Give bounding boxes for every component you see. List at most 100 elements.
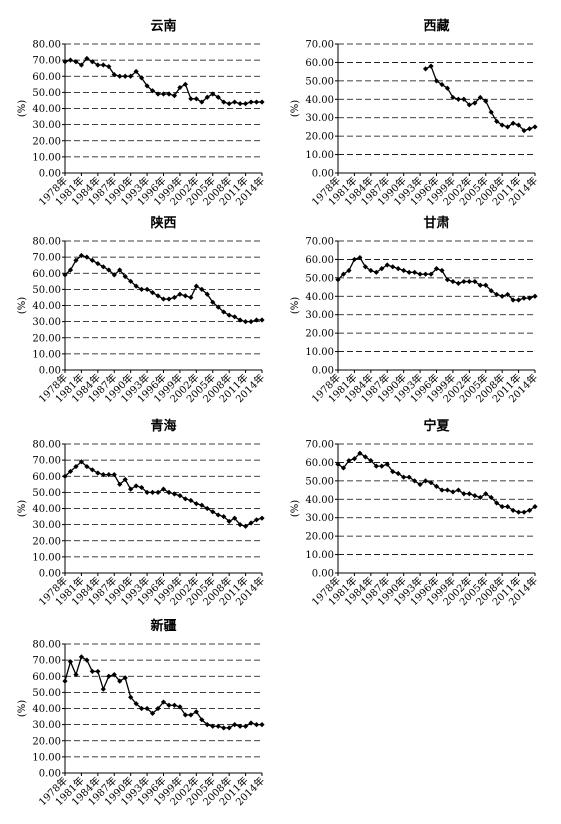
data-point: [466, 491, 472, 497]
data-point: [439, 487, 445, 493]
data-point: [505, 504, 511, 510]
data-point: [149, 489, 156, 495]
data-point: [515, 297, 522, 303]
chart-title: 青海: [150, 418, 176, 434]
data-point: [62, 678, 68, 684]
data-point: [144, 286, 150, 292]
y-tick-label: 40.00: [305, 292, 334, 303]
data-point: [515, 122, 522, 128]
y-tick-label: 0.00: [39, 169, 61, 180]
data-point: [122, 273, 128, 280]
data-point: [89, 59, 95, 65]
data-point: [78, 62, 85, 68]
data-point: [133, 283, 139, 289]
data-point: [221, 725, 227, 731]
data-point: [73, 463, 79, 470]
data-point: [221, 513, 227, 520]
data-point: [177, 493, 183, 499]
data-point: [128, 486, 134, 492]
data-point: [232, 722, 238, 728]
y-tick-label: 80.00: [32, 237, 61, 248]
data-point: [199, 502, 205, 508]
data-point: [84, 463, 90, 470]
data-point: [494, 291, 500, 298]
data-point: [177, 84, 183, 91]
data-point: [450, 489, 456, 495]
data-point: [106, 673, 112, 679]
y-tick-label: 0.00: [39, 769, 61, 780]
data-point: [450, 278, 456, 285]
y-tick-label: 60.00: [32, 72, 61, 83]
data-point: [171, 702, 178, 708]
data-point: [379, 266, 385, 272]
y-tick-label: 50.00: [305, 476, 334, 487]
data-point: [433, 78, 440, 84]
data-point: [89, 668, 95, 675]
data-point: [526, 126, 533, 132]
y-tick-label: 30.00: [32, 120, 61, 131]
data-point: [444, 85, 451, 91]
data-point: [368, 267, 374, 274]
data-point: [84, 55, 90, 62]
data-point: [433, 483, 440, 489]
data-point: [499, 504, 505, 510]
data-point: [193, 96, 199, 102]
data-point: [139, 286, 145, 292]
data-point: [204, 722, 210, 728]
y-tick-label: 50.00: [305, 273, 334, 284]
data-point: [160, 699, 167, 705]
data-point: [483, 491, 489, 497]
data-point: [422, 271, 429, 277]
chart-title: 甘肃: [423, 215, 449, 231]
data-point: [455, 487, 461, 493]
y-axis-label: (%): [290, 500, 301, 517]
data-point: [100, 686, 106, 692]
data-point: [182, 496, 188, 502]
data-point: [510, 120, 516, 126]
data-point: [182, 81, 188, 87]
y-axis-label: (%): [290, 100, 301, 117]
data-point: [199, 286, 205, 292]
data-point: [242, 523, 249, 529]
y-tick-label: 70.00: [32, 656, 61, 667]
y-tick-label: 10.00: [32, 752, 61, 763]
data-point: [428, 63, 434, 69]
data-point: [221, 309, 227, 315]
data-point: [128, 694, 134, 700]
data-point: [122, 675, 128, 681]
data-point: [346, 457, 352, 464]
y-tick-label: 40.00: [32, 704, 61, 715]
y-tick-label: 60.00: [32, 672, 61, 683]
data-point: [373, 463, 379, 469]
data-point: [62, 272, 68, 278]
data-point: [199, 99, 205, 105]
chart-title: 宁夏: [423, 418, 450, 434]
y-tick-label: 30.00: [305, 513, 334, 524]
data-point: [210, 91, 216, 97]
y-tick-label: 0.00: [312, 366, 334, 377]
chart-panel: 新疆 (%) 0.00 10.00 20.00 30.00 40.00 50.00 60.00 7…: [17, 618, 267, 808]
data-point: [494, 500, 500, 506]
data-point: [128, 278, 134, 284]
data-point: [505, 291, 511, 298]
data-point: [335, 461, 341, 467]
data-point: [106, 472, 112, 478]
data-point: [253, 517, 260, 523]
data-point: [526, 507, 533, 513]
data-point: [510, 507, 516, 513]
data-point: [67, 57, 74, 63]
data-point: [488, 109, 494, 115]
chart-panel: 云南 (%) 0.00 10.00 20.00 30.00 40.00 50.00 60.00 7…: [17, 18, 267, 208]
data-point: [84, 657, 90, 663]
data-point: [155, 91, 161, 97]
data-point: [67, 659, 74, 665]
data-point: [466, 102, 472, 108]
data-point: [362, 454, 368, 460]
data-point: [144, 489, 150, 495]
data-point: [89, 467, 95, 473]
data-point: [95, 470, 101, 476]
data-point: [100, 472, 106, 478]
data-point: [412, 269, 418, 275]
data-point: [204, 505, 210, 512]
